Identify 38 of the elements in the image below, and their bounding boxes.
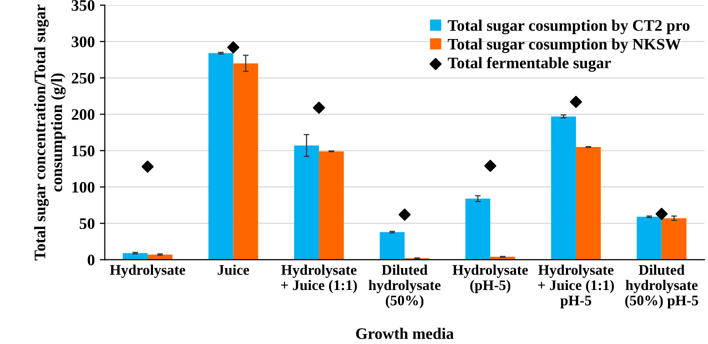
x-axis-title: Growth media (356, 328, 454, 340)
point (312, 102, 326, 114)
bar (465, 198, 490, 260)
x-tick-label: Hydrolysate (110, 264, 186, 278)
x-tick-label: Juice (218, 264, 250, 275)
bar (208, 53, 234, 260)
point (484, 160, 496, 172)
y-tick-label: 100 (72, 182, 94, 193)
bar (380, 232, 405, 260)
bar (662, 218, 686, 260)
bar (576, 146, 601, 260)
legend-label: Total sugar cosumption by NKSW (448, 38, 681, 53)
point (570, 96, 582, 108)
y-tick-label: 300 (72, 36, 94, 48)
x-tick-label: Hydrolysate (pH-5) (452, 264, 528, 294)
x-tick-label: Diluted hydrolysate (50%) pH-5 (625, 264, 698, 308)
bar (636, 216, 662, 260)
bar (551, 116, 576, 260)
point (142, 160, 154, 173)
legend-label: Total sugar cosumption by CT2 pro (448, 20, 690, 34)
bar (294, 146, 319, 260)
y-tick-label: 250 (72, 72, 94, 84)
bar (122, 253, 148, 260)
y-axis-title: Total sugar concentration/Total sugar consumption (g/l) (34, 4, 66, 260)
x-tick-label: Hydrolysate + Juice (1:1) (281, 264, 357, 294)
x-tick-label: Hydrolysate + Juice (1:1) pH-5 (538, 264, 614, 308)
point (227, 41, 240, 54)
y-tick-label: 0 (88, 254, 94, 266)
point (656, 208, 668, 220)
bar (318, 151, 344, 260)
point (398, 208, 411, 221)
y-tick-label: 50 (80, 218, 94, 230)
y-tick-label: 200 (72, 109, 94, 120)
y-tick-label: 350 (72, 0, 94, 11)
legend-label: Total fermentable sugar (448, 56, 611, 72)
bar (233, 63, 258, 260)
x-tick-label: Diluted hydrolysate (50%) (368, 264, 441, 308)
y-tick-label: 150 (72, 146, 94, 156)
